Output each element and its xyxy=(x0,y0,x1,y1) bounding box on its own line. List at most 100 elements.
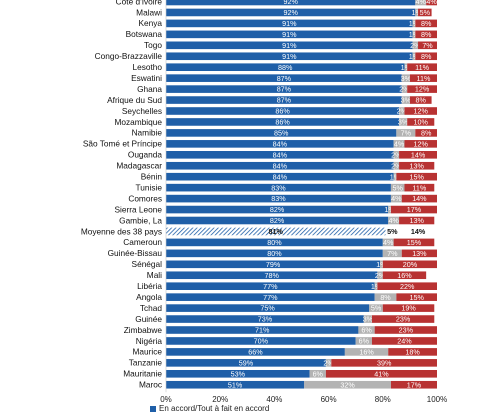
data-label-s3-afrique-du-sud: 8% xyxy=(416,96,427,105)
category-label-togo: Togo xyxy=(144,40,162,50)
category-label-congo-brazzaville: Congo-Brazzaville xyxy=(95,51,163,61)
data-label-s1-ghana: 87% xyxy=(277,85,292,94)
bar-s1-cameroun xyxy=(166,238,383,247)
data-label-s2-botswana: 1% xyxy=(409,30,420,39)
bar-s1-moyenne-des-38-pays xyxy=(166,227,386,236)
data-label-s2-guinee: 3% xyxy=(363,315,374,324)
bar-s2-mozambique xyxy=(399,118,408,126)
bar-s3-tunisie xyxy=(404,183,435,192)
data-label-s1-tchad: 75% xyxy=(260,304,275,313)
data-label-s1-mozambique: 86% xyxy=(275,118,290,127)
data-label-s2-lesotho: 1% xyxy=(401,63,412,72)
bar-s2-malawi xyxy=(415,8,419,17)
bar-s1-lesotho xyxy=(166,63,405,71)
data-label-s1-kenya: 91% xyxy=(282,19,297,28)
x-tick-label-1: 20% xyxy=(212,395,228,404)
bar-s3-sao-tome-et-principe xyxy=(404,140,437,148)
bar-s3-liberia xyxy=(377,282,437,290)
bar-s2-angola xyxy=(374,293,397,301)
category-label-mozambique: Mozambique xyxy=(114,117,162,127)
data-label-s1-sierra-leone: 82% xyxy=(270,205,285,214)
data-label-s2-afrique-du-sud: 3% xyxy=(401,96,412,105)
data-label-s1-maroc: 51% xyxy=(228,380,243,389)
data-label-s2-angola: 8% xyxy=(380,293,391,302)
category-label-kenya: Kenya xyxy=(138,18,162,28)
data-label-s1-benin: 84% xyxy=(273,172,288,181)
data-label-s3-ouganda: 14% xyxy=(411,150,426,159)
data-label-s2-seychelles: 2% xyxy=(397,107,408,116)
category-label-madagascar: Madagascar xyxy=(116,161,162,171)
bar-s2-senegal xyxy=(380,260,383,269)
data-label-s2-maurice: 16% xyxy=(359,348,374,357)
bar-s3-lesotho xyxy=(407,63,437,71)
legend-swatch-agree xyxy=(150,405,156,412)
bar-s2-ouganda xyxy=(393,151,400,159)
bar-s2-mauritanie xyxy=(309,370,326,378)
data-label-s3-lesotho: 11% xyxy=(415,63,429,72)
bar-s2-sierra-leone xyxy=(388,205,391,214)
bar-s2-tunisie xyxy=(390,183,405,192)
data-label-s3-tunisie: 11% xyxy=(412,183,426,192)
bar-s2-gambie-la xyxy=(388,216,400,225)
bar-s3-namibie xyxy=(415,129,437,137)
bar-s2-madagascar xyxy=(393,161,400,170)
data-label-s2-ghana: 2% xyxy=(399,85,410,94)
data-label-s2-togo: 2% xyxy=(410,41,421,50)
x-tick-label-3: 60% xyxy=(321,395,337,404)
category-label-moyenne-des-38-pays: Moyenne des 38 pays xyxy=(81,226,162,236)
bar-s1-ouganda xyxy=(166,151,394,159)
data-label-s1-eswatini: 87% xyxy=(277,74,292,83)
data-label-s1-comores: 83% xyxy=(271,194,286,203)
data-label-s1-ouganda: 84% xyxy=(273,150,288,159)
data-label-s1-angola: 77% xyxy=(263,293,278,302)
bar-s3-nigeria xyxy=(371,337,437,345)
category-label-tunisie: Tunisie xyxy=(136,182,163,192)
bar-s1-cote-d-ivoire xyxy=(166,0,416,6)
category-label-tanzanie: Tanzanie xyxy=(129,358,163,368)
bar-s1-tchad xyxy=(166,304,370,312)
data-label-s2-mali: 2% xyxy=(375,271,386,280)
bar-s1-togo xyxy=(166,41,413,50)
bar-s1-namibie xyxy=(166,129,397,137)
bar-s3-cote-d-ivoire xyxy=(426,0,437,6)
bar-s3-tchad xyxy=(382,304,435,312)
data-label-s3-cameroun: 15% xyxy=(407,238,422,247)
data-label-s3-sao-tome-et-principe: 12% xyxy=(414,139,429,148)
bar-s2-moyenne-des-38-pays xyxy=(385,227,400,236)
bar-s1-maurice xyxy=(166,348,345,356)
data-label-s2-malawi: 1% xyxy=(411,8,422,17)
data-label-s3-guinee-bissau: 13% xyxy=(412,249,427,258)
bar-s3-mozambique xyxy=(407,118,435,126)
category-label-tchad: Tchad xyxy=(140,303,163,313)
category-label-maroc: Maroc xyxy=(139,380,162,390)
bar-s3-ghana xyxy=(407,85,437,93)
data-label-s3-mozambique: 10% xyxy=(414,118,429,127)
category-label-guinee-bissau: Guinée-Bissau xyxy=(108,248,163,258)
bar-s2-comores xyxy=(390,194,402,203)
data-label-s3-madagascar: 13% xyxy=(409,161,424,170)
category-label-ghana: Ghana xyxy=(137,84,162,94)
category-label-botswana: Botswana xyxy=(126,29,163,39)
data-label-s3-tchad: 19% xyxy=(401,304,416,313)
data-label-s1-senegal: 79% xyxy=(266,260,281,269)
data-label-s3-kenya: 8% xyxy=(421,19,432,28)
bar-s2-nigeria xyxy=(355,337,372,345)
bar-s2-lesotho xyxy=(404,63,408,71)
data-label-s2-kenya: 1% xyxy=(409,19,420,28)
bar-s2-mali xyxy=(377,271,383,280)
bar-s1-senegal xyxy=(166,260,381,269)
bar-s2-ghana xyxy=(401,85,408,93)
bar-s3-maurice xyxy=(388,348,437,356)
data-label-s3-sierra-leone: 17% xyxy=(407,205,422,214)
category-label-mali: Mali xyxy=(147,270,162,280)
bar-s2-cameroun xyxy=(382,238,394,247)
bar-s3-togo xyxy=(418,41,437,50)
bar-s3-senegal xyxy=(382,260,437,269)
category-label-comores: Comores xyxy=(128,193,162,203)
bar-s1-seychelles xyxy=(166,107,400,115)
bar-s1-mali xyxy=(166,271,378,280)
data-label-s2-tanzanie: 2% xyxy=(323,358,334,367)
x-tick-label-5: 100% xyxy=(427,395,447,404)
bar-s3-guinee-bissau xyxy=(401,249,437,258)
bar-s1-tunisie xyxy=(166,183,391,192)
